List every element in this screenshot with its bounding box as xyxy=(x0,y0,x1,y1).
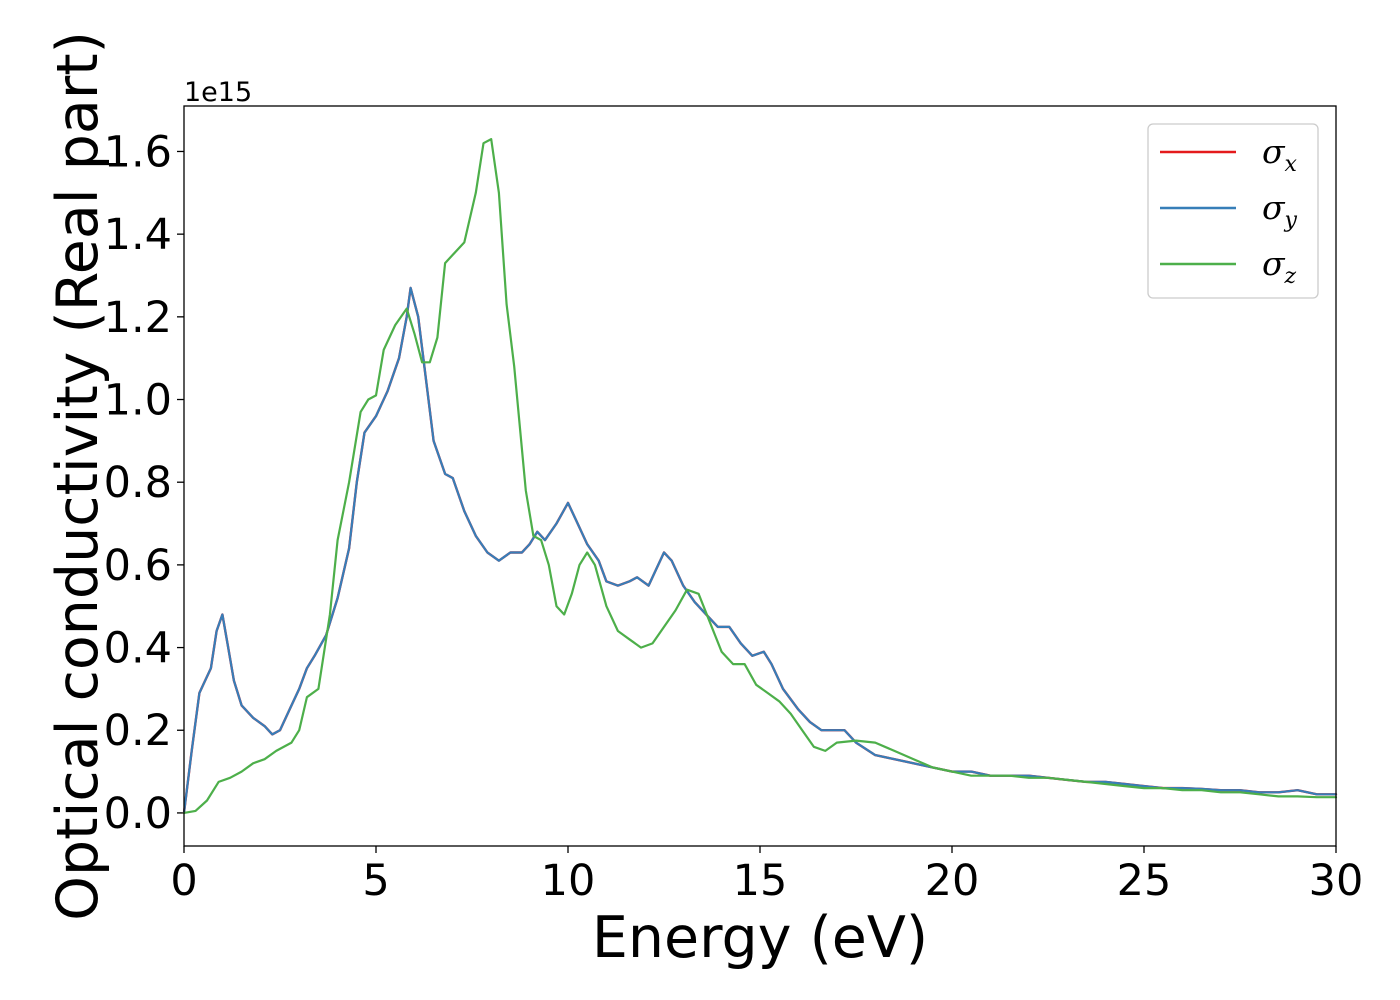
legend-subscript: y xyxy=(1284,208,1298,233)
legend-subscript: x xyxy=(1285,152,1298,177)
x-tick-label: 0 xyxy=(170,856,197,906)
legend-symbol: σ xyxy=(1262,244,1286,283)
series-line-σz xyxy=(182,138,1338,814)
y-tick-label: 0.0 xyxy=(104,789,172,839)
x-tick-label: 5 xyxy=(362,856,389,906)
legend-label-σz: σz xyxy=(1262,244,1297,289)
y-tick-label: 0.6 xyxy=(104,541,172,591)
x-tick-label: 15 xyxy=(733,856,788,906)
x-tick-label: 10 xyxy=(541,856,596,906)
y-tick-label: 1.6 xyxy=(104,127,172,177)
x-tick-label: 25 xyxy=(1117,856,1172,906)
plot-frame xyxy=(183,105,1337,847)
x-tick-label: 20 xyxy=(925,856,980,906)
x-axis-label: Energy (eV) xyxy=(592,905,928,971)
legend-symbol: σ xyxy=(1262,188,1286,227)
y-tick-label: 0.8 xyxy=(104,458,172,508)
series-line-σy xyxy=(182,286,1338,814)
legend-subscript: z xyxy=(1284,264,1297,289)
series-layer xyxy=(182,138,1338,815)
legend-box xyxy=(1147,123,1319,299)
series-line-σx xyxy=(182,286,1338,815)
y-tick-label: 1.2 xyxy=(104,293,172,343)
y-tick-label: 0.2 xyxy=(104,706,172,756)
y-offset-label: 1e15 xyxy=(184,77,252,108)
legend-symbol: σ xyxy=(1262,132,1286,171)
x-tick-label: 30 xyxy=(1309,856,1364,906)
legend-label-σy: σy xyxy=(1262,188,1298,233)
y-axis-label: Optical conductivity (Real part) xyxy=(45,31,111,921)
ticks-layer: 0 5 10 15 20 25 30 0.0 0.2 0.4 0.6 0.8 1.0 1.2 1.4 1.6 xyxy=(104,127,1364,906)
y-tick-label: 1.4 xyxy=(104,210,172,260)
legend-label-σx: σx xyxy=(1262,132,1298,177)
y-tick-label: 1.0 xyxy=(104,376,172,426)
y-tick-label: 0.4 xyxy=(104,624,172,674)
